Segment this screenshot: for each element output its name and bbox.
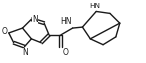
Text: N: N	[32, 15, 38, 24]
Text: N: N	[23, 48, 28, 57]
Text: HN: HN	[60, 17, 72, 26]
Text: HN: HN	[90, 3, 101, 10]
Text: O: O	[2, 27, 8, 36]
Text: O: O	[63, 48, 69, 57]
